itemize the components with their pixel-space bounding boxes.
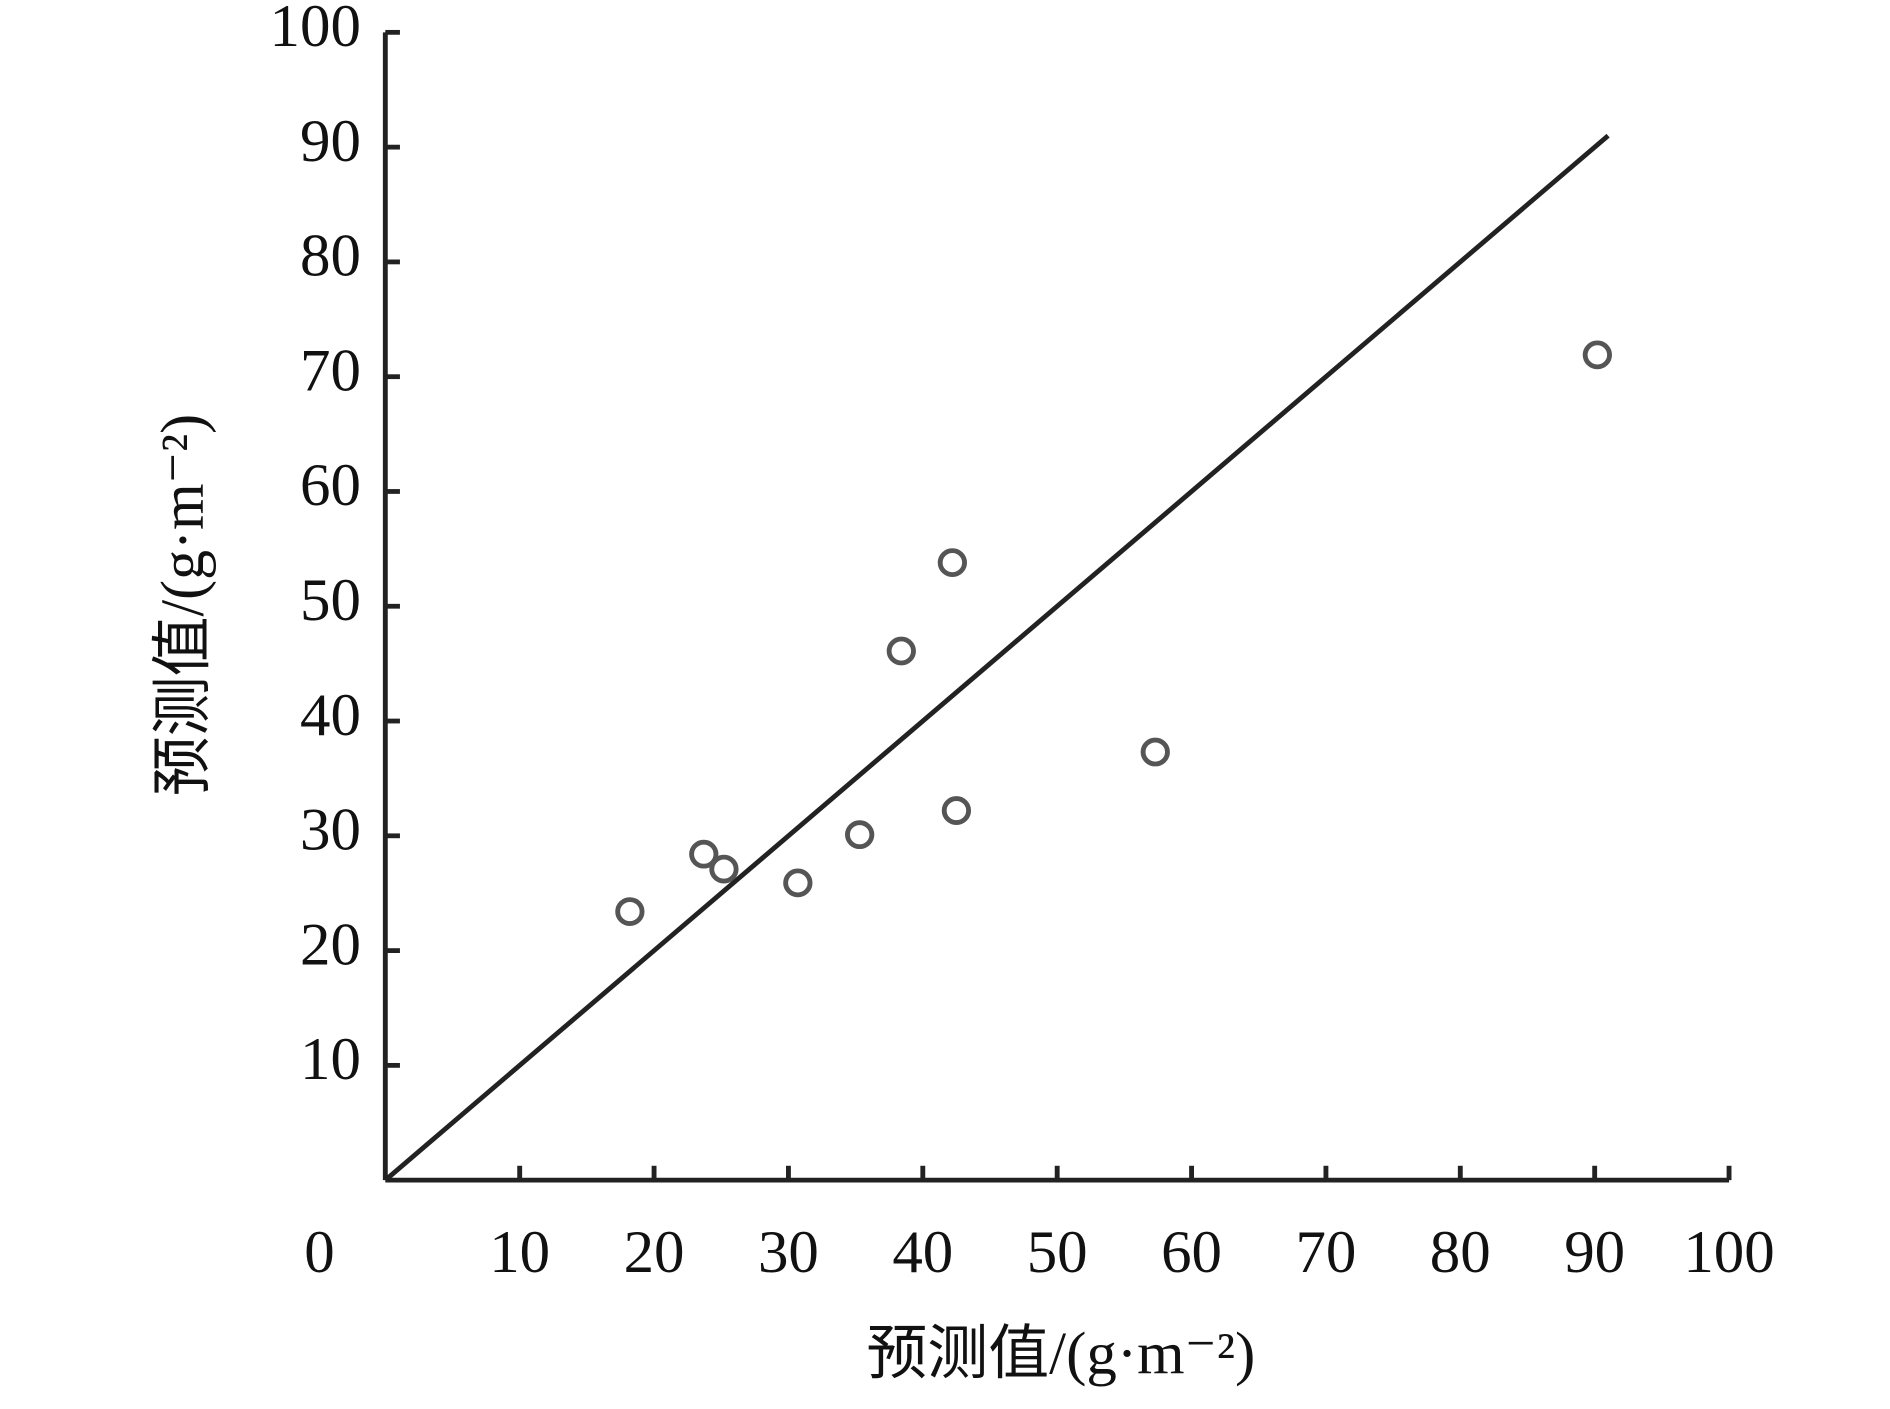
point bbox=[1582, 340, 1612, 370]
x-tick-label: 50 bbox=[1027, 1219, 1088, 1285]
x-tick-label: 20 bbox=[624, 1219, 685, 1285]
x-tick-label: 10 bbox=[489, 1219, 550, 1285]
point bbox=[615, 897, 645, 926]
y-tick-label: 10 bbox=[300, 1027, 361, 1093]
point bbox=[783, 868, 813, 898]
y-axis-label: 预测值/(g·m⁻²) bbox=[150, 414, 218, 796]
y-tick-label: 50 bbox=[300, 567, 361, 633]
y-tick-label: 60 bbox=[300, 453, 361, 519]
point bbox=[886, 636, 916, 666]
x-tick-label: 100 bbox=[1683, 1219, 1774, 1285]
x-tick-label: 70 bbox=[1295, 1219, 1356, 1285]
point bbox=[1140, 737, 1170, 767]
y-tick-label: 80 bbox=[300, 223, 361, 289]
x-tick-label: 90 bbox=[1564, 1219, 1625, 1285]
reference-line bbox=[383, 133, 1610, 1182]
x-tick-label: 80 bbox=[1430, 1219, 1491, 1285]
point bbox=[937, 548, 968, 578]
point bbox=[689, 839, 719, 869]
point bbox=[941, 796, 972, 825]
y-tick-label: 70 bbox=[300, 338, 361, 404]
x-tick-label: 60 bbox=[1161, 1219, 1222, 1285]
x-axis-label: 预测值/(g·m⁻²) bbox=[866, 1321, 1255, 1387]
x-tick-label: 30 bbox=[758, 1219, 819, 1285]
x-tick-label: 0 bbox=[304, 1219, 334, 1285]
point bbox=[845, 820, 875, 850]
y-tick-label: 90 bbox=[300, 108, 361, 174]
point bbox=[709, 854, 739, 884]
y-tick-label: 100 bbox=[269, 0, 360, 60]
x-tick-label: 40 bbox=[892, 1219, 953, 1285]
y-tick-label: 20 bbox=[300, 912, 361, 978]
y-tick-label: 40 bbox=[300, 682, 361, 748]
y-tick-label: 30 bbox=[300, 797, 361, 863]
